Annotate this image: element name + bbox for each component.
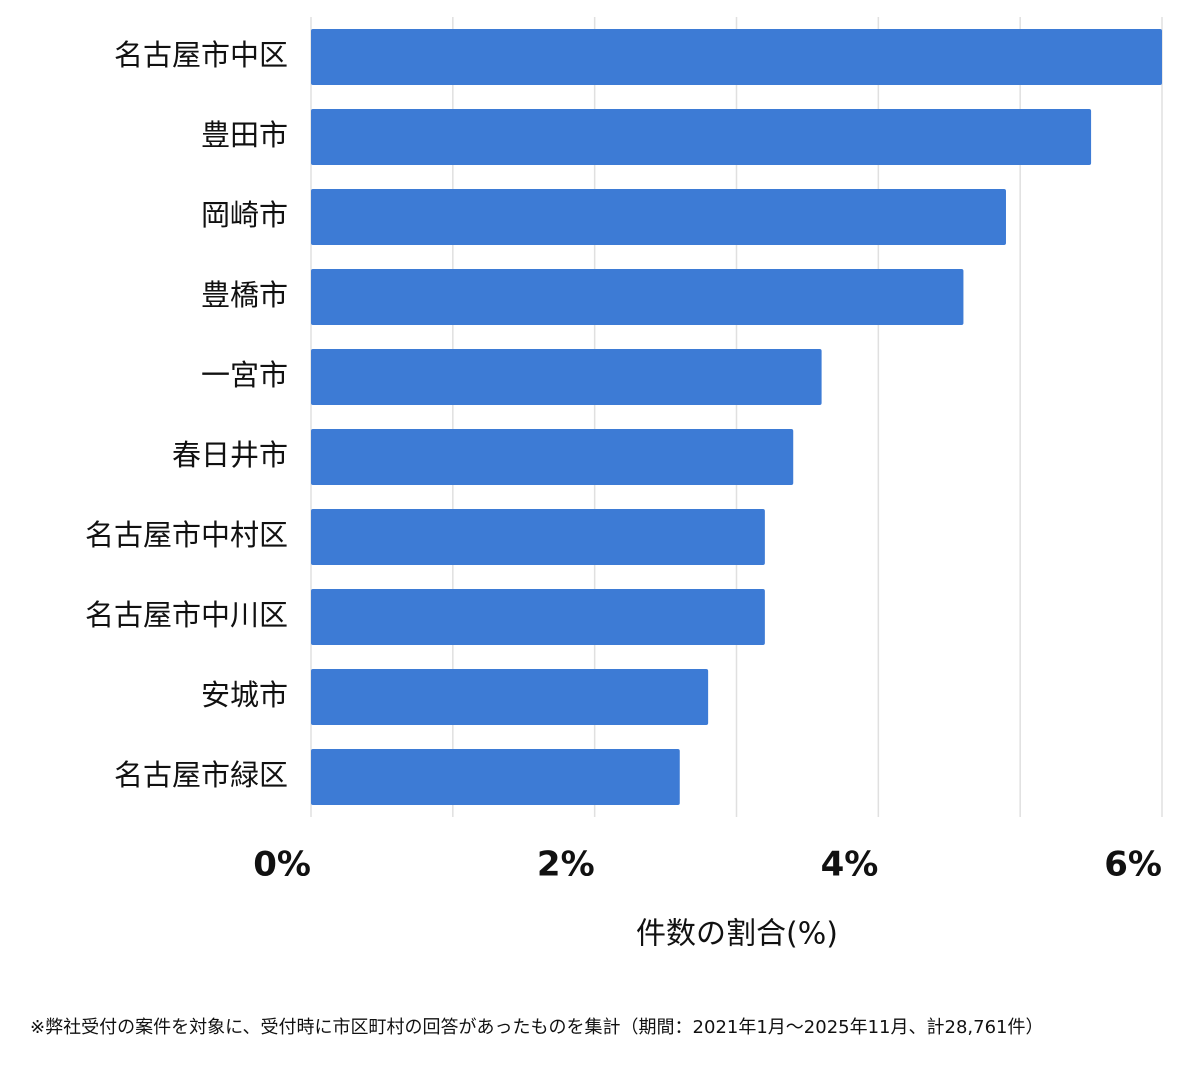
bar — [311, 749, 680, 805]
x-tick-label: 4% — [821, 845, 879, 885]
y-tick-label: 名古屋市中川区 — [85, 598, 288, 632]
y-tick-label: 名古屋市緑区 — [114, 758, 288, 792]
x-tick-label: 0% — [253, 845, 311, 885]
bar — [311, 109, 1092, 165]
bar — [311, 509, 765, 565]
x-axis-title: 件数の割合(%) — [636, 917, 838, 952]
x-tick-label: 6% — [1104, 845, 1162, 885]
bar — [311, 29, 1162, 85]
bar — [311, 269, 964, 325]
y-tick-label: 豊田市 — [201, 118, 288, 152]
bar — [311, 429, 794, 485]
footnote: ※弊社受付の案件を対象に、受付時に市区町村の回答があったものを集計（期間：202… — [30, 1017, 1044, 1038]
x-tick-label: 2% — [537, 845, 595, 885]
bar — [311, 349, 822, 405]
bar — [311, 669, 709, 725]
y-tick-label: 豊橋市 — [201, 278, 288, 312]
y-tick-label: 一宮市 — [201, 358, 288, 392]
y-tick-label: 名古屋市中区 — [114, 38, 288, 72]
bar — [311, 589, 765, 645]
y-tick-label: 安城市 — [201, 678, 288, 712]
y-tick-label: 岡崎市 — [201, 198, 288, 232]
y-tick-label: 名古屋市中村区 — [85, 518, 288, 552]
y-tick-label: 春日井市 — [172, 438, 288, 472]
bar — [311, 189, 1006, 245]
